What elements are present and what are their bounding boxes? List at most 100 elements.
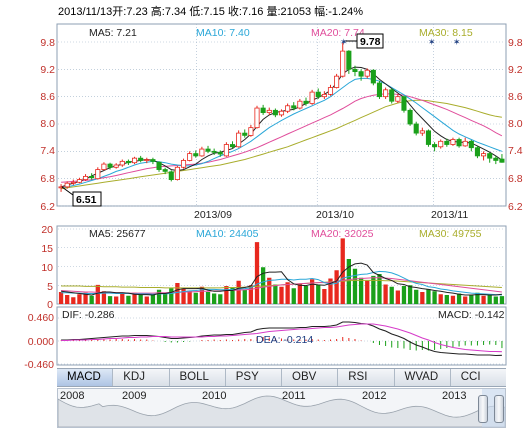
volume-bar <box>328 278 333 304</box>
volume-bar <box>169 288 174 304</box>
volume-bar <box>107 296 113 304</box>
candle-body <box>95 169 101 180</box>
overview-right-handle[interactable] <box>494 395 504 423</box>
price-tick-right: 9.2 <box>508 64 523 76</box>
volume-bar <box>267 277 272 304</box>
volume-bar <box>291 288 296 304</box>
volume-bar <box>120 293 125 304</box>
volume-bar <box>163 292 168 304</box>
candle-body <box>138 157 144 161</box>
tab-rsi[interactable]: RSI <box>338 369 395 386</box>
volume-tick: 5 <box>47 281 53 293</box>
candle-body <box>242 132 248 136</box>
candle-body <box>156 161 162 170</box>
volume-bar <box>493 296 498 304</box>
tab-kdj[interactable]: KDJ <box>113 369 170 386</box>
quote-date: 2013/11/13 <box>58 6 113 18</box>
macd-ticks: 0.460 0.000 -0.460 <box>24 312 54 368</box>
volume-bar <box>499 296 505 304</box>
volume-bar <box>156 289 162 304</box>
candle-body <box>358 71 364 77</box>
candle-body <box>278 110 285 116</box>
volume-bar <box>469 295 474 304</box>
volume-legend-ma20: MA20: 32025 <box>311 228 374 240</box>
candle-body <box>223 144 229 157</box>
volume-legend-ma30: MA30: 49755 <box>419 228 482 240</box>
volume-tick: 15 <box>41 243 53 255</box>
candle-body <box>64 182 70 188</box>
volume-ma-lines <box>61 262 502 296</box>
volume-bar <box>414 289 419 304</box>
candle-body <box>493 157 499 161</box>
close-label: 收 <box>227 6 239 18</box>
candle-body <box>229 144 236 148</box>
candle-body <box>89 175 95 179</box>
volume-bars <box>58 238 505 304</box>
tab-wvad[interactable]: WVAD <box>395 369 451 386</box>
volume-bar <box>83 292 88 304</box>
event-marker-icon: ✶ <box>340 37 348 47</box>
low-label: 低 <box>189 6 201 18</box>
candle-body <box>107 163 113 168</box>
tab-cci[interactable]: CCI <box>460 371 481 383</box>
volume-bar <box>322 289 327 304</box>
price-tick-right: 6.8 <box>508 173 523 185</box>
change-value: -1.24% <box>328 6 364 18</box>
volume-bar <box>114 296 119 304</box>
volume-bar <box>432 291 437 304</box>
volume-bar <box>401 286 407 304</box>
overview-left-handle[interactable] <box>478 395 488 423</box>
candle-body <box>174 166 180 180</box>
volume-ma5-line <box>61 262 502 296</box>
candle-body <box>444 140 450 145</box>
tab-boll[interactable]: BOLL <box>170 369 226 386</box>
volume-bar <box>230 287 235 304</box>
candle-body <box>272 109 278 116</box>
volume-tick: 20 <box>41 224 53 236</box>
candle-body <box>474 147 480 157</box>
volume-bar <box>389 286 394 304</box>
price-tick-left: 7.4 <box>40 145 55 157</box>
high-low-callouts: 9.78 6.51 ✶ ✶ ✶ <box>61 33 461 207</box>
tab-psy[interactable]: PSY <box>226 369 282 386</box>
candle-body <box>168 171 174 180</box>
volume-bar <box>58 292 64 304</box>
stock-chart[interactable]: MA5: 7.21 MA10: 7.40 MA20: 7.74 MA30: 8.… <box>0 0 531 368</box>
event-marker-icon: ✶ <box>453 37 461 47</box>
volume-legend-ma5: MA5: 25677 <box>89 228 146 240</box>
price-legend-ma30: MA30: 8.15 <box>419 27 473 39</box>
high-callout-box <box>356 33 384 49</box>
volume-bar <box>65 295 70 304</box>
overview-navigator[interactable]: 2008 2009 2010 2011 2012 2013 <box>57 388 506 428</box>
candle-body <box>438 140 444 148</box>
candle-body <box>217 151 223 155</box>
volume-bar <box>254 242 260 304</box>
low-value: 7.15 <box>203 6 225 18</box>
volume-bar <box>181 289 186 304</box>
volume-bar <box>199 286 205 304</box>
price-tick-right: 9.8 <box>508 37 523 49</box>
volume-bar <box>426 289 431 304</box>
candle-body <box>327 87 334 95</box>
volume-bar <box>383 284 388 304</box>
volume-bar <box>248 285 254 304</box>
low-callout-box <box>72 191 102 207</box>
volume-bar <box>309 279 315 304</box>
high-value: 7.34 <box>164 6 187 18</box>
price-tick-left: 6.2 <box>40 201 55 213</box>
candle-body <box>364 69 370 77</box>
tab-obv[interactable]: OBV <box>282 369 339 386</box>
volume-bar <box>144 296 149 304</box>
volume-bar <box>365 280 370 304</box>
volume-bar <box>407 285 413 304</box>
price-ma10-line <box>61 77 503 189</box>
tab-macd[interactable]: MACD <box>57 369 114 386</box>
macd-tick: -0.460 <box>24 359 54 368</box>
candle-body <box>83 175 89 180</box>
candle-body <box>76 179 82 183</box>
price-legend-ma10: MA10: 7.40 <box>196 27 250 39</box>
price-candles <box>58 42 505 192</box>
candle-body <box>205 148 211 152</box>
candle-body <box>150 159 156 162</box>
candle-body <box>70 181 76 184</box>
